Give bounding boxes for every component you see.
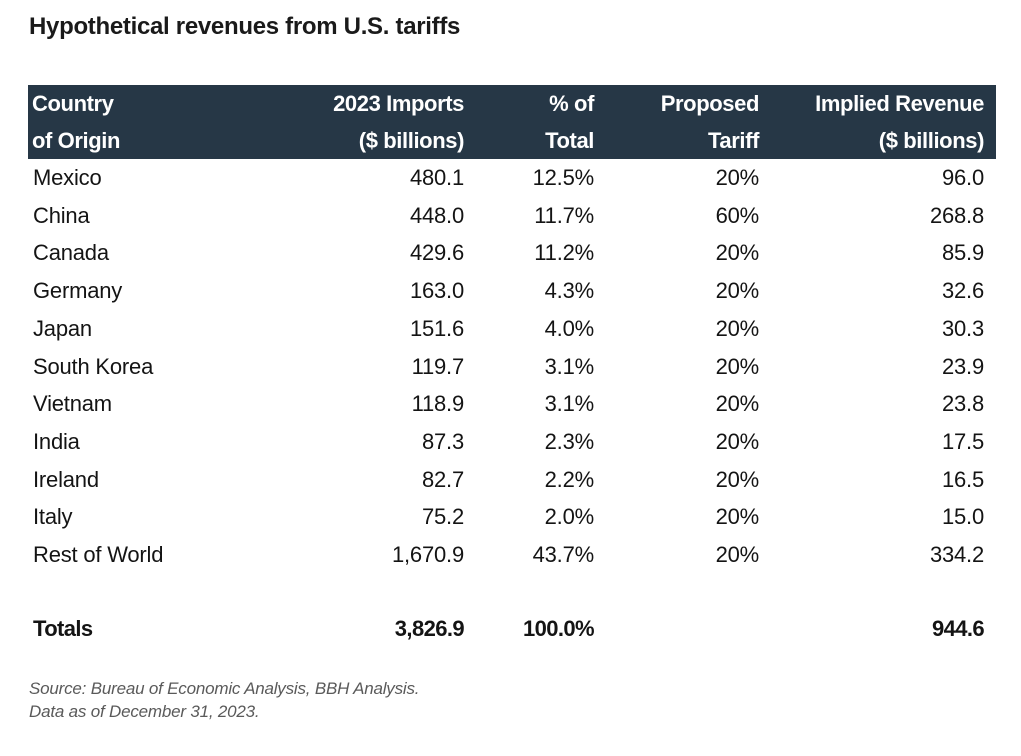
cell-revenue: 85.9 — [941, 240, 984, 266]
cell-country: South Korea — [33, 353, 154, 379]
totals-pct-total: 100.0% — [522, 615, 595, 641]
cell-revenue: 96.0 — [941, 165, 984, 190]
cell-pct-total: 3.1% — [544, 391, 595, 417]
header-line: ($ billions) — [358, 128, 465, 153]
header-line: ($ billions) — [878, 128, 985, 153]
table-row: Mexico 480.1 12.5% 20% 96.0 — [28, 159, 996, 197]
cell-pct-total: 11.7% — [534, 202, 594, 228]
cell-pct-total: 12.5% — [532, 165, 595, 190]
column-header-country: Country of Origin — [28, 85, 228, 159]
header-line: Tariff — [708, 128, 759, 153]
header-line: Total — [545, 128, 594, 153]
cell-country: Italy — [33, 504, 73, 530]
cell-pct-total: 4.0% — [544, 315, 595, 341]
cell-country: Rest of World — [33, 542, 164, 568]
cell-country: Vietnam — [33, 391, 112, 417]
cell-imports: 448.0 — [409, 202, 464, 228]
totals-imports: 3,826.9 — [394, 615, 465, 641]
cell-country: Germany — [33, 278, 123, 304]
cell-tariff: 60% — [715, 202, 760, 228]
cell-imports: 163.0 — [409, 278, 464, 304]
cell-revenue: 17.5 — [941, 428, 984, 454]
cell-revenue: 32.6 — [941, 278, 984, 304]
cell-country: India — [33, 428, 80, 454]
cell-imports: 151.6 — [409, 315, 464, 341]
cell-tariff: 20% — [715, 278, 760, 304]
cell-tariff: 20% — [715, 504, 760, 530]
cell-imports: 87.3 — [421, 428, 464, 454]
cell-country: Mexico — [33, 165, 102, 190]
cell-imports: 1,670.9 — [391, 542, 464, 568]
cell-revenue: 334.2 — [929, 542, 984, 568]
column-header-revenue: Implied Revenue ($ billions) — [759, 85, 996, 159]
totals-row: Totals 3,826.9 100.0% 944.6 — [28, 610, 996, 648]
column-header-tariff: Proposed Tariff — [594, 85, 760, 159]
cell-tariff: 20% — [715, 315, 760, 341]
table-row: Rest of World 1,670.9 43.7% 20% 334.2 — [28, 536, 996, 574]
totals-revenue: 944.6 — [931, 615, 985, 641]
cell-revenue: 15.0 — [941, 504, 984, 530]
table-row: Italy 75.2 2.0% 20% 15.0 — [28, 498, 996, 536]
cell-tariff: 20% — [715, 542, 760, 568]
cell-imports: 118.9 — [411, 391, 465, 417]
page-title: Hypothetical revenues from U.S. tariffs — [29, 13, 461, 40]
source-note: Source: Bureau of Economic Analysis, BBH… — [29, 679, 420, 698]
spacer-cell — [28, 574, 996, 610]
cell-imports: 429.6 — [409, 240, 464, 266]
table-row: Japan 151.6 4.0% 20% 30.3 — [28, 310, 996, 348]
cell-pct-total: 43.7% — [532, 542, 595, 568]
header-line: Implied Revenue — [815, 91, 984, 116]
cell-country: China — [33, 202, 90, 228]
cell-revenue: 23.9 — [941, 353, 984, 379]
cell-tariff: 20% — [715, 428, 760, 454]
cell-revenue: 30.3 — [941, 315, 984, 341]
header-line: 2023 Imports — [333, 91, 464, 116]
cell-tariff: 20% — [715, 240, 760, 266]
cell-tariff: 20% — [715, 165, 760, 190]
header-line: Proposed — [660, 91, 760, 116]
cell-pct-total: 2.0% — [544, 504, 595, 530]
header-line: % of — [549, 91, 594, 116]
table-body: Mexico 480.1 12.5% 20% 96.0 China 448.0 11.7% 60… — [28, 159, 996, 647]
data-table: Country of Origin 2023 Imports ($ billio… — [28, 85, 996, 647]
cell-imports: 480.1 — [409, 165, 464, 190]
table-row: Vietnam 118.9 3.1% 20% 23.8 — [28, 385, 996, 423]
cell-pct-total: 11.2% — [534, 240, 594, 266]
cell-country: Japan — [33, 315, 92, 341]
table-row: India 87.3 2.3% 20% 17.5 — [28, 423, 996, 461]
tariff-revenue-table: Country of Origin 2023 Imports ($ billio… — [28, 85, 996, 647]
cell-revenue: 16.5 — [941, 466, 984, 492]
cell-tariff: 20% — [715, 391, 760, 417]
cell-imports: 75.2 — [421, 504, 464, 530]
date-note: Data as of December 31, 2023. — [29, 702, 260, 721]
cell-pct-total: 2.2% — [544, 466, 595, 492]
cell-country: Ireland — [33, 466, 99, 492]
header-row: Country of Origin 2023 Imports ($ billio… — [28, 85, 996, 159]
table-row: Germany 163.0 4.3% 20% 32.6 — [28, 272, 996, 310]
spacer-row — [28, 574, 996, 610]
cell-pct-total: 2.3% — [544, 428, 595, 454]
totals-label: Totals — [33, 615, 93, 641]
header-line: of Origin — [32, 128, 121, 153]
cell-revenue: 23.8 — [941, 391, 984, 417]
cell-pct-total: 3.1% — [544, 353, 595, 379]
cell-revenue: 268.8 — [929, 202, 984, 228]
cell-imports: 82.7 — [421, 466, 464, 492]
table-row: China 448.0 11.7% 60% 268.8 — [28, 197, 996, 235]
table-row: Ireland 82.7 2.2% 20% 16.5 — [28, 461, 996, 499]
cell-pct-total: 4.3% — [544, 278, 595, 304]
cell-country: Canada — [33, 240, 109, 266]
footnote: Source: Bureau of Economic Analysis, BBH… — [29, 677, 420, 723]
cell-imports: 119.7 — [411, 353, 465, 379]
column-header-imports: 2023 Imports ($ billions) — [228, 85, 464, 159]
totals-tariff — [594, 610, 759, 648]
column-header-pct-total: % of Total — [464, 85, 594, 159]
header-line: Country — [32, 91, 114, 116]
table-row: South Korea 119.7 3.1% 20% 23.9 — [28, 348, 996, 386]
cell-tariff: 20% — [715, 353, 760, 379]
cell-tariff: 20% — [715, 466, 760, 492]
table-row: Canada 429.6 11.2% 20% 85.9 — [28, 234, 996, 272]
